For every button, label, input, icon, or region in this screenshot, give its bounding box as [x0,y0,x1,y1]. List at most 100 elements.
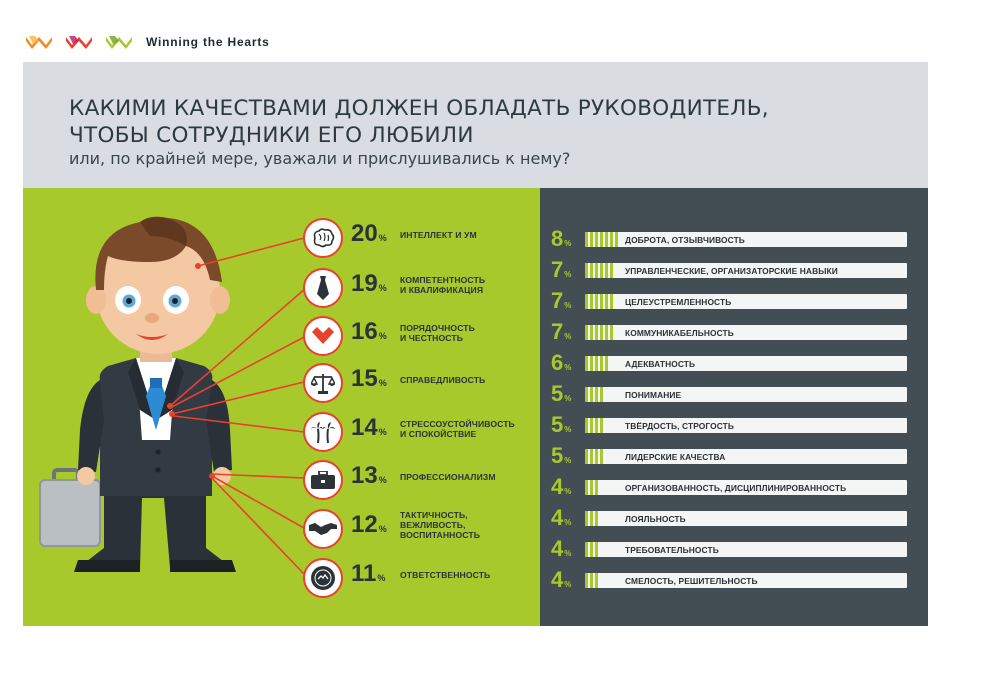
value-stripe [610,325,613,340]
page-title: КАКИМИ КАЧЕСТВАМИ ДОЛЖЕН ОБЛАДАТЬ РУКОВО… [69,95,769,149]
percent-sign: % [564,363,572,372]
other-quality-value: 4 [551,536,564,561]
other-quality-label: ЛИДЕРСКИЕ КАЧЕСТВА [625,452,726,462]
quality-row: 13% ПРОФЕССИОНАЛИЗМ [303,460,540,500]
quality-value: 13 [351,462,378,489]
value-stripe [595,542,598,557]
other-quality-row: 7% ЦЕЛЕУСТРЕМЛЕННОСТЬ [551,288,911,314]
value-stripe [585,418,588,433]
value-stripe [590,325,593,340]
other-quality-percent: 5% [551,381,571,407]
value-stripe [590,356,593,371]
value-stripe [595,573,598,588]
other-quality-label: АДЕКВАТНОСТЬ [625,359,696,369]
value-stripe [605,263,608,278]
quality-percent: 12% [351,511,387,539]
other-quality-value: 7 [551,257,564,282]
value-stripe [590,263,593,278]
other-quality-percent: 7% [551,288,571,314]
quality-value: 11 [351,560,377,587]
other-quality-percent: 4% [551,567,571,593]
other-quality-value: 7 [551,288,564,313]
value-stripe [590,232,593,247]
value-stripe [600,232,603,247]
other-quality-bar: СМЕЛОСТЬ, РЕШИТЕЛЬНОСТЬ [585,573,907,588]
value-stripes [585,325,613,340]
brand-logo [26,35,132,49]
value-stripe [605,356,608,371]
heart-logo-orange-icon [26,36,52,49]
quality-row: 15% СПРАВЕДЛИВОСТЬ [303,363,540,403]
other-quality-bar: ЛОЯЛЬНОСТЬ [585,511,907,526]
other-quality-row: 6% АДЕКВАТНОСТЬ [551,350,911,375]
other-quality-percent: 4% [551,474,571,500]
other-quality-label: КОММУНИКАБЕЛЬНОСТЬ [625,328,734,338]
value-stripe [600,263,603,278]
other-quality-bar: ЛИДЕРСКИЕ КАЧЕСТВА [585,449,907,464]
other-quality-bar: ТРЕБОВАТЕЛЬНОСТЬ [585,542,907,557]
value-stripe [595,449,598,464]
percent-sign: % [564,301,572,310]
value-stripe [590,418,593,433]
quality-row: 14% СТРЕССОУСТОЙЧИВОСТЬ И СПОКОЙСТВИЕ [303,412,540,452]
percent-sign: % [378,283,387,293]
other-quality-row: 4% СМЕЛОСТЬ, РЕШИТЕЛЬНОСТЬ [551,567,911,593]
quality-row: 19% КОМПЕТЕНТНОСТЬ И КВАЛИФИКАЦИЯ [303,268,540,308]
value-stripe [585,511,588,526]
other-quality-value: 5 [551,443,564,468]
value-stripe [605,232,608,247]
other-quality-label: ТРЕБОВАТЕЛЬНОСТЬ [625,545,719,555]
percent-sign: % [564,425,572,434]
palm-icon [303,412,343,452]
value-stripe [590,387,593,402]
value-stripes [585,387,603,402]
value-stripe [590,573,593,588]
other-quality-value: 4 [551,505,564,530]
other-quality-value: 4 [551,567,564,592]
other-quality-row: 5% ТВЁРДОСТЬ, СТРОГОСТЬ [551,412,911,437]
scales-icon [303,363,343,403]
brain-icon [303,218,343,258]
title-line-1: КАКИМИ КАЧЕСТВАМИ ДОЛЖЕН ОБЛАДАТЬ РУКОВО… [69,96,769,121]
value-stripes [585,263,613,278]
value-stripes [585,356,608,371]
value-stripe [595,418,598,433]
other-quality-row: 5% ПОНИМАНИЕ [551,381,911,407]
quality-percent: 15% [351,365,387,393]
value-stripe [595,387,598,402]
other-quality-label: ЛОЯЛЬНОСТЬ [625,514,686,524]
percent-sign: % [564,580,572,589]
value-stripe [595,263,598,278]
quality-value: 16 [351,318,378,345]
quality-label: КОМПЕТЕНТНОСТЬ И КВАЛИФИКАЦИЯ [400,275,486,295]
quality-label: ИНТЕЛЛЕКТ И УМ [400,230,477,240]
heart-logo-green-icon [106,36,132,49]
heart-icon [303,316,343,356]
other-quality-bar: ДОБРОТА, ОТЗЫВЧИВОСТЬ [585,232,907,247]
other-quality-value: 4 [551,474,564,499]
other-quality-percent: 4% [551,505,571,531]
value-stripe [600,356,603,371]
header-band: КАКИМИ КАЧЕСТВАМИ ДОЛЖЕН ОБЛАДАТЬ РУКОВО… [23,62,928,188]
other-quality-percent: 8% [551,226,571,252]
other-quality-label: ОРГАНИЗОВАННОСТЬ, ДИСЦИПЛИНИРОВАННОСТЬ [625,483,847,493]
other-quality-value: 5 [551,412,564,437]
value-stripe [590,511,593,526]
value-stripes [585,449,603,464]
percent-sign: % [564,270,572,279]
value-stripe [585,325,588,340]
value-stripe [595,356,598,371]
heart-logo-red-icon [66,36,92,49]
other-quality-row: 8% ДОБРОТА, ОТЗЫВЧИВОСТЬ [551,226,911,252]
other-quality-value: 8 [551,226,564,251]
other-quality-value: 7 [551,319,564,344]
value-stripes [585,573,598,588]
value-stripes [585,294,613,309]
value-stripe [595,325,598,340]
value-stripe [585,232,588,247]
value-stripe [600,325,603,340]
value-stripe [585,294,588,309]
value-stripe [600,387,603,402]
percent-sign: % [378,475,387,485]
other-quality-bar: ПОНИМАНИЕ [585,387,907,402]
